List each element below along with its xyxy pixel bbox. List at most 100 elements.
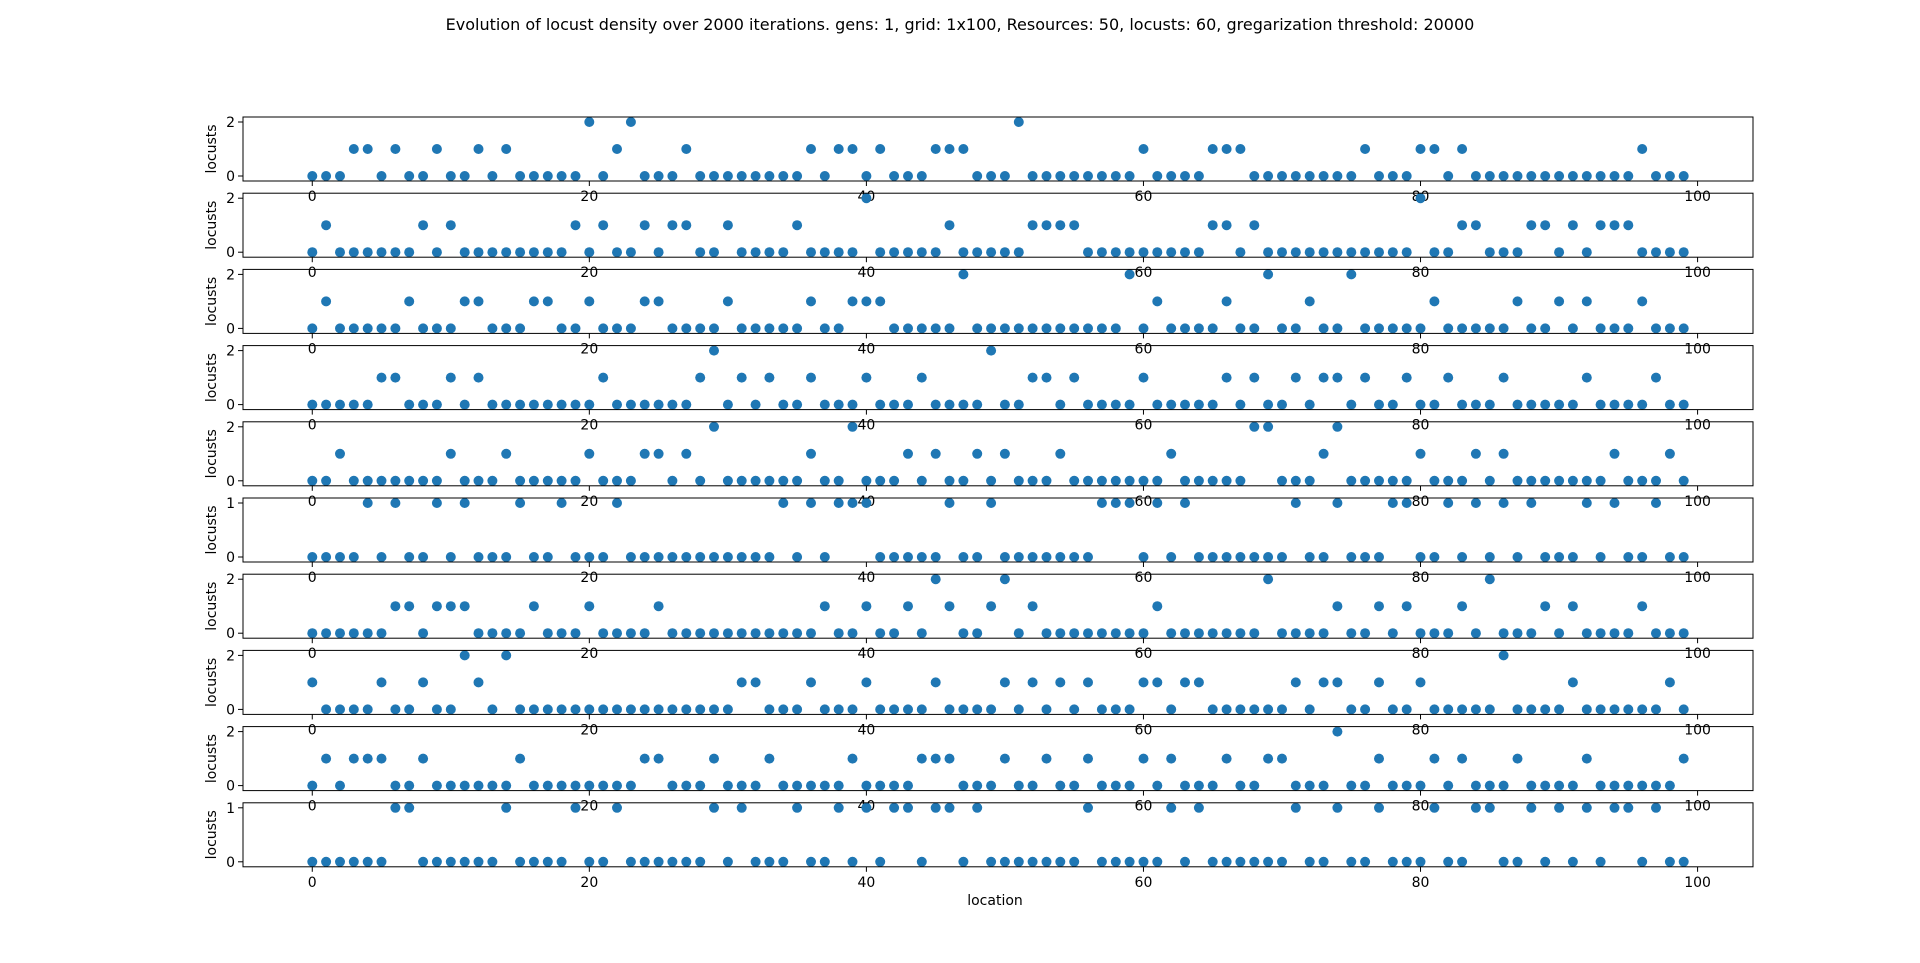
data-point: [1277, 552, 1287, 562]
data-point: [335, 780, 345, 791]
data-point: [722, 399, 733, 410]
data-point: [1013, 399, 1024, 410]
data-point: [944, 220, 955, 231]
data-point: [861, 193, 872, 204]
data-point: [695, 475, 706, 486]
data-point: [1498, 628, 1509, 639]
data-point: [404, 552, 415, 562]
data-point: [1581, 372, 1592, 383]
data-point: [1581, 247, 1592, 258]
data-point: [1096, 475, 1107, 486]
data-point: [570, 171, 581, 181]
data-point: [542, 399, 553, 410]
data-point: [999, 399, 1010, 410]
data-point: [750, 552, 761, 562]
data-point: [1235, 780, 1246, 791]
data-point: [1581, 296, 1592, 307]
data-point: [819, 171, 830, 181]
data-point: [335, 171, 345, 181]
data-point: [930, 552, 941, 562]
data-point: [833, 144, 844, 154]
data-point: [1110, 399, 1121, 410]
data-point: [1498, 498, 1509, 508]
data-point: [1498, 780, 1509, 791]
y-axis-label: locusts: [204, 353, 220, 402]
data-point: [833, 498, 844, 508]
data-point: [335, 399, 345, 410]
data-point: [944, 704, 955, 715]
data-point: [1595, 399, 1606, 410]
data-point: [1401, 498, 1412, 508]
data-point: [861, 601, 872, 612]
data-point: [473, 296, 484, 307]
data-point: [1180, 399, 1190, 410]
data-point: [1110, 780, 1121, 791]
data-point: [1013, 780, 1024, 791]
data-point: [1554, 802, 1565, 813]
data-point: [1540, 171, 1551, 181]
data-point: [1138, 144, 1149, 154]
data-point: [1138, 372, 1149, 383]
data-point: [1263, 856, 1274, 867]
x-axis-label: location: [967, 893, 1023, 909]
data-point: [1290, 780, 1301, 791]
data-point: [972, 780, 983, 791]
data-point: [1221, 628, 1232, 639]
data-point: [1540, 601, 1551, 612]
data-point: [1041, 704, 1052, 715]
data-point: [1180, 323, 1190, 334]
data-point: [1083, 171, 1093, 181]
data-point: [1457, 144, 1468, 154]
data-point: [847, 399, 858, 410]
data-point: [847, 247, 858, 258]
data-point: [1249, 323, 1260, 334]
data-point: [1457, 704, 1468, 715]
data-point: [695, 171, 706, 181]
data-point: [1332, 421, 1343, 432]
data-point: [362, 856, 373, 867]
data-point: [639, 220, 650, 231]
data-point: [556, 475, 567, 486]
data-point: [1096, 399, 1107, 410]
data-point: [1332, 677, 1343, 688]
data-point: [1290, 475, 1301, 486]
data-point: [1360, 856, 1371, 867]
data-point: [1429, 628, 1440, 639]
data-point: [584, 552, 595, 562]
data-point: [348, 628, 359, 639]
data-point: [1304, 704, 1315, 715]
data-point: [1083, 475, 1093, 486]
data-point: [1249, 171, 1260, 181]
data-point: [930, 247, 941, 258]
data-point: [916, 475, 927, 486]
data-point: [667, 323, 678, 334]
x-tick-label-hidden: 0: [308, 722, 317, 738]
data-point: [736, 802, 747, 813]
data-point: [764, 856, 775, 867]
data-point: [764, 628, 775, 639]
data-point: [1110, 323, 1121, 334]
data-point: [1207, 399, 1218, 410]
data-point: [847, 704, 858, 715]
data-point: [445, 601, 456, 612]
data-point: [418, 220, 429, 231]
data-point: [1429, 399, 1440, 410]
data-point: [819, 475, 830, 486]
data-point: [1678, 628, 1689, 639]
data-point: [709, 552, 719, 562]
data-point: [348, 753, 359, 764]
data-point: [778, 399, 789, 410]
data-point: [1623, 475, 1634, 486]
data-point: [1637, 704, 1648, 715]
data-point: [1498, 247, 1509, 258]
data-point: [1512, 628, 1523, 639]
data-point: [445, 372, 456, 383]
data-point: [986, 171, 997, 181]
data-point: [1083, 399, 1093, 410]
data-point: [1415, 628, 1426, 639]
subplot-area: [244, 346, 1753, 409]
data-point: [1664, 677, 1675, 688]
data-point: [376, 753, 387, 764]
